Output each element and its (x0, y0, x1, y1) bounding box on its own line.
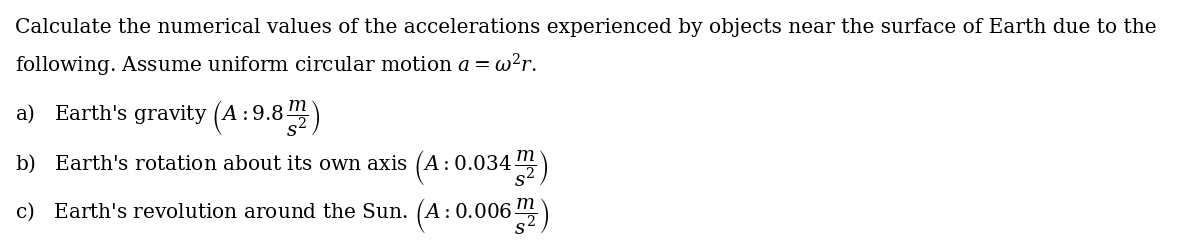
Text: following. Assume uniform circular motion $a = \omega^2r$.: following. Assume uniform circular motio… (14, 52, 538, 79)
Text: c)   Earth's revolution around the Sun. $\left(A: 0.006\,\dfrac{m}{s^2}\right)$: c) Earth's revolution around the Sun. $\… (14, 196, 550, 236)
Text: a)   Earth's gravity $\left(A: 9.8\,\dfrac{m}{s^2}\right)$: a) Earth's gravity $\left(A: 9.8\,\dfrac… (14, 98, 320, 138)
Text: b)   Earth's rotation about its own axis $\left(A: 0.034\,\dfrac{m}{s^2}\right)$: b) Earth's rotation about its own axis $… (14, 148, 548, 188)
Text: Calculate the numerical values of the accelerations experienced by objects near : Calculate the numerical values of the ac… (14, 18, 1157, 37)
